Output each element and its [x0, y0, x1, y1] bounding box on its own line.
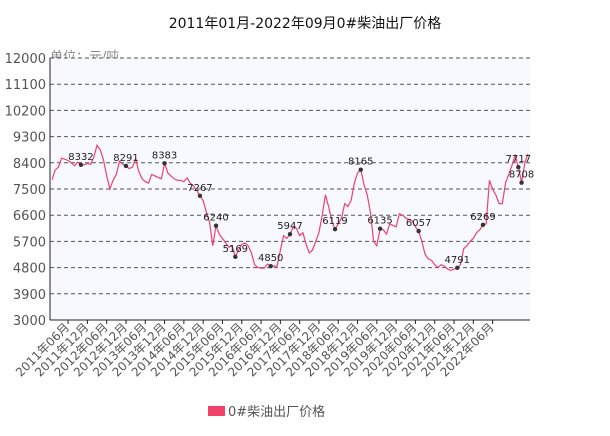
data-point-marker — [287, 232, 293, 237]
y-tick-label: 3000 — [13, 314, 46, 329]
legend-swatch — [208, 405, 225, 416]
data-label: 8708 — [509, 170, 534, 181]
data-label: 6269 — [470, 212, 495, 223]
y-tick-label: 3900 — [13, 288, 46, 303]
y-tick-label: 10200 — [5, 104, 46, 119]
data-label: 8383 — [152, 150, 177, 161]
data-point-marker — [233, 254, 238, 260]
y-tick-label: 7500 — [13, 183, 46, 198]
data-point-marker — [162, 161, 167, 166]
data-point-marker — [197, 193, 203, 198]
data-label: 6119 — [322, 216, 347, 227]
data-point-marker — [123, 163, 129, 169]
legend: 0#柴油出厂价格 — [208, 401, 325, 420]
data-labels: 8332 8291 8383 7267 6240 5169 4850 5947 6119 8165… — [68, 150, 534, 271]
y-tick-label: 5700 — [13, 235, 46, 250]
data-label: 7267 — [187, 183, 212, 194]
data-point-marker — [213, 223, 219, 228]
data-point-marker — [455, 265, 460, 271]
y-tick-label: 11100 — [5, 78, 46, 93]
data-label: 8291 — [113, 153, 138, 164]
data-label: 5947 — [277, 221, 302, 232]
legend-label: 0#柴油出厂价格 — [228, 405, 326, 420]
data-point-marker — [377, 226, 383, 231]
data-point-marker — [78, 162, 84, 167]
data-point-marker — [332, 227, 338, 232]
data-point-marker — [268, 263, 273, 269]
data-point-marker — [519, 180, 524, 185]
y-tick-label: 12000 — [5, 52, 46, 67]
y-tick-label: 4800 — [13, 262, 46, 277]
data-point-marker — [358, 167, 363, 172]
data-label: 7717 — [506, 154, 531, 165]
y-tick-label: 9300 — [13, 131, 46, 146]
y-tick-label: 8400 — [13, 157, 46, 172]
data-label: 6057 — [406, 218, 431, 229]
chart-title: 2011年01月-2022年09月0#柴油出厂价格 — [168, 16, 442, 32]
x-tick-labels: 2011年06月2011年12月2012年06月2012年12月2013年06月… — [13, 320, 497, 379]
y-tick-labels: 3000 3900 4800 5700 6600 7500 8400 9300 10200 111… — [5, 52, 46, 329]
data-label: 8332 — [68, 152, 93, 163]
data-point-marker — [416, 228, 421, 234]
grid-lines — [50, 57, 530, 295]
axes — [49, 58, 530, 324]
data-label: 6135 — [367, 216, 392, 227]
data-label: 8165 — [348, 157, 373, 168]
data-label: 6240 — [203, 213, 228, 224]
data-point-marker — [480, 222, 486, 228]
data-label: 4791 — [445, 255, 470, 266]
y-tick-label: 6600 — [13, 209, 46, 224]
data-point-marker — [516, 164, 521, 170]
data-label: 4850 — [258, 253, 283, 264]
data-label: 5169 — [223, 244, 248, 255]
